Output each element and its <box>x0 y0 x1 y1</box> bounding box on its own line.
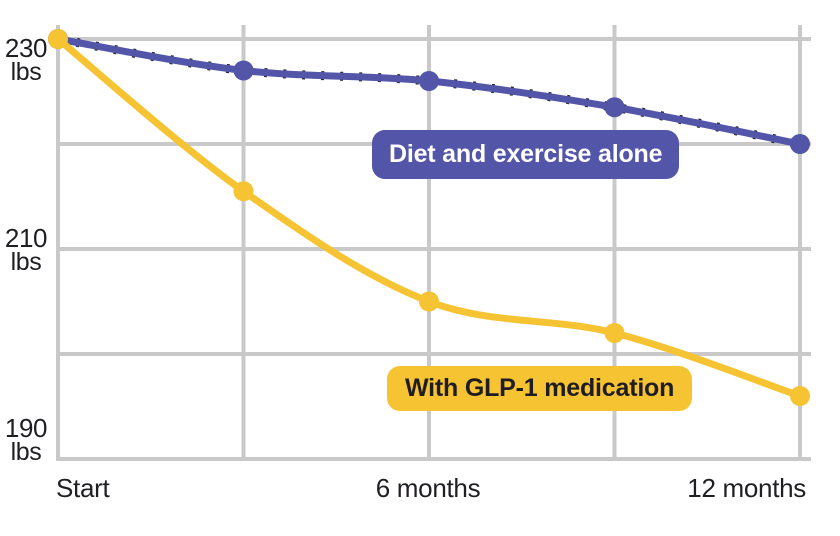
data-point-glp1 <box>48 29 68 49</box>
data-point-diet-exercise <box>790 134 810 154</box>
series-label-glp1-medication: With GLP-1 medication <box>387 366 693 411</box>
data-point-diet-exercise <box>419 71 439 91</box>
series-label-diet-and-exercise: Diet and exercise alone <box>372 130 680 179</box>
data-point-diet-exercise <box>233 60 254 81</box>
data-point-diet-exercise <box>604 97 625 118</box>
data-point-glp1 <box>233 181 254 202</box>
y-tick-unit: lbs <box>10 248 42 276</box>
x-axis-tick-6-months: 6 months <box>375 473 481 503</box>
y-tick-unit: lbs <box>10 58 42 86</box>
data-point-glp1 <box>604 323 625 343</box>
y-tick-value: 210 <box>4 223 48 253</box>
y-axis-tick-230: 230 lbs <box>0 33 52 86</box>
data-point-glp1 <box>419 291 439 312</box>
y-tick-value: 190 <box>4 413 48 443</box>
y-tick-value: 230 <box>4 33 48 63</box>
y-tick-unit: lbs <box>10 438 42 466</box>
y-axis-tick-190: 190 lbs <box>0 413 52 466</box>
x-axis-tick-12-months: 12 months <box>687 473 806 503</box>
y-axis-tick-210: 210 lbs <box>0 223 52 276</box>
data-point-glp1 <box>790 386 810 406</box>
x-axis-tick-start: Start <box>56 473 110 503</box>
